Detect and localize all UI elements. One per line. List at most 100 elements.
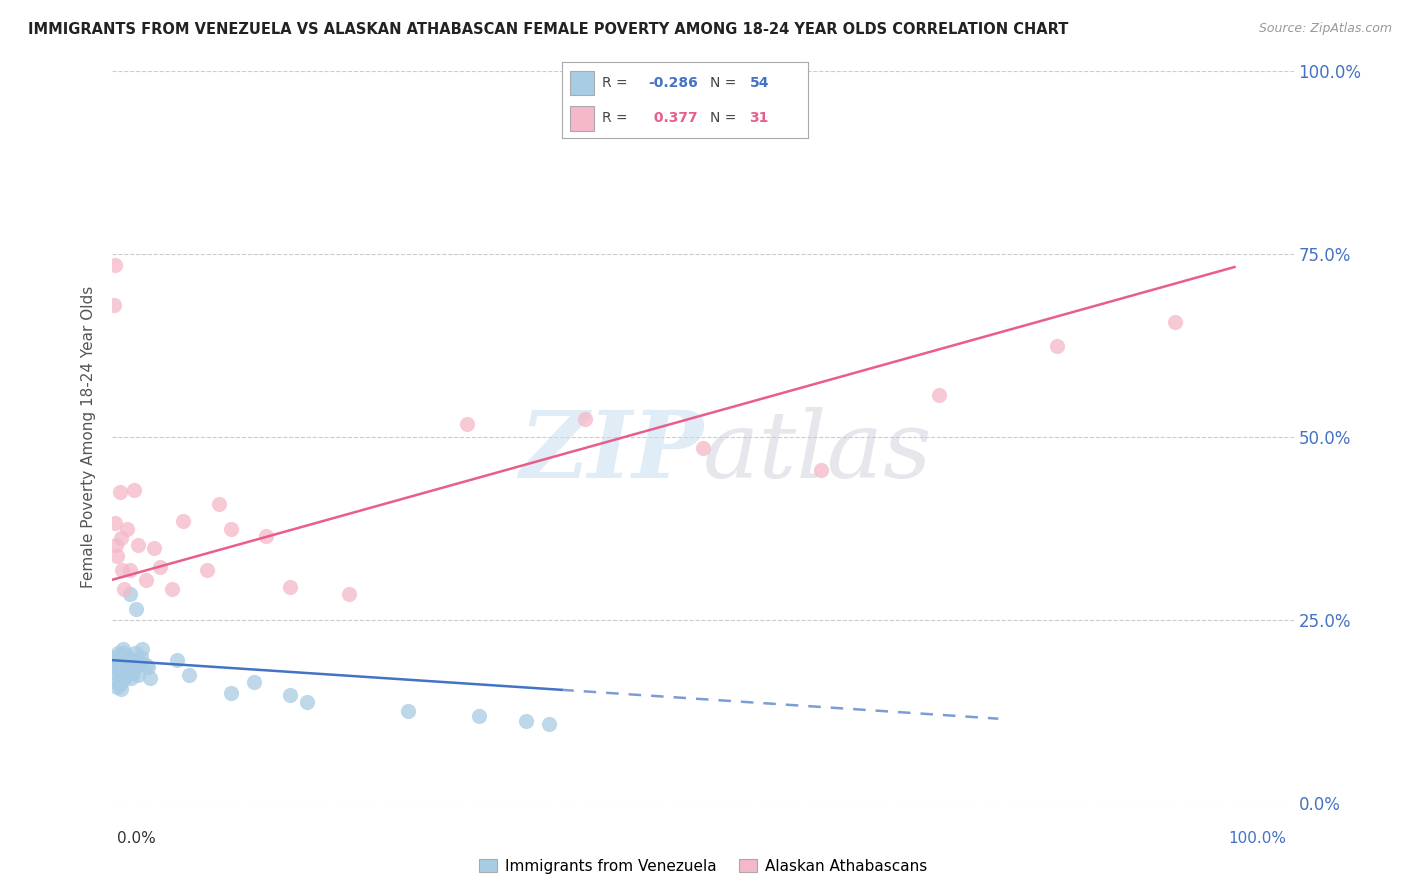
Point (112, 673, 135, 687)
Point (125, 602, 148, 616)
Point (125, 653, 148, 667)
Point (114, 653, 136, 667)
Text: ZIP: ZIP (519, 407, 703, 497)
Text: 100.0%: 100.0% (1229, 831, 1286, 846)
Point (122, 483, 145, 497)
Point (111, 667, 134, 681)
Bar (569, 106, 595, 130)
Text: Source: ZipAtlas.com: Source: ZipAtlas.com (1258, 22, 1392, 36)
Point (115, 657, 138, 671)
Point (105, 649, 128, 664)
Point (243, 675, 266, 690)
Point (105, 538, 128, 552)
Point (112, 658, 135, 673)
Point (103, 660, 125, 674)
Text: atlas: atlas (703, 407, 932, 497)
Point (127, 658, 149, 673)
Point (219, 686, 242, 700)
Point (112, 646, 135, 660)
Point (105, 549, 128, 563)
Point (467, 709, 489, 723)
Point (142, 541, 165, 556)
Point (515, 714, 537, 728)
Point (118, 660, 141, 674)
Text: 0.0%: 0.0% (117, 831, 156, 846)
Text: 54: 54 (749, 76, 769, 90)
Point (135, 573, 157, 587)
Point (124, 646, 146, 660)
Point (179, 667, 201, 681)
Point (128, 656, 150, 670)
Point (810, 463, 832, 477)
Point (160, 582, 183, 597)
Point (254, 529, 277, 543)
Point (107, 646, 129, 660)
Point (120, 563, 142, 577)
Point (108, 663, 131, 677)
Text: R =: R = (602, 111, 631, 125)
Point (1164, 314, 1187, 328)
Point (112, 670, 135, 684)
Point (120, 587, 142, 601)
Point (297, 695, 319, 709)
Point (396, 705, 419, 719)
Text: -0.286: -0.286 (648, 76, 699, 90)
Point (219, 521, 242, 535)
Point (456, 417, 478, 431)
Point (108, 677, 131, 691)
Point (115, 665, 138, 680)
Point (107, 667, 129, 681)
Point (105, 680, 128, 694)
Point (112, 658, 135, 673)
Text: N =: N = (710, 76, 741, 90)
Point (136, 660, 159, 674)
Point (111, 653, 134, 667)
Text: 0.377: 0.377 (648, 111, 697, 125)
Point (195, 563, 218, 577)
Point (928, 387, 950, 401)
Point (121, 665, 143, 680)
Point (112, 582, 135, 597)
Text: 31: 31 (749, 111, 769, 125)
Point (127, 667, 149, 681)
Point (110, 670, 132, 684)
Y-axis label: Female Poverty Among 18-24 Year Olds: Female Poverty Among 18-24 Year Olds (80, 286, 96, 588)
Point (129, 649, 152, 664)
Point (1046, 338, 1069, 352)
Point (122, 660, 145, 674)
Point (120, 656, 142, 670)
Point (172, 514, 194, 528)
Point (105, 657, 128, 671)
Point (104, 653, 127, 667)
Point (692, 441, 714, 455)
Point (104, 258, 127, 272)
Point (103, 298, 125, 312)
Text: R =: R = (602, 76, 631, 90)
Point (110, 653, 132, 667)
Bar (569, 70, 595, 95)
Point (166, 653, 188, 667)
Text: IMMIGRANTS FROM VENEZUELA VS ALASKAN ATHABASCAN FEMALE POVERTY AMONG 18-24 YEAR : IMMIGRANTS FROM VENEZUELA VS ALASKAN ATH… (28, 22, 1069, 37)
Text: N =: N = (710, 111, 741, 125)
Point (114, 665, 136, 680)
Point (110, 531, 132, 545)
Point (337, 587, 360, 601)
Point (111, 563, 134, 577)
Point (278, 580, 301, 594)
Point (108, 664, 131, 678)
Point (112, 642, 135, 657)
Point (115, 521, 138, 535)
Point (574, 412, 596, 426)
Point (127, 538, 149, 552)
Point (131, 642, 153, 657)
Point (149, 560, 172, 574)
Point (278, 688, 301, 702)
Point (108, 485, 131, 500)
Point (105, 675, 128, 690)
Point (120, 672, 142, 686)
Point (208, 497, 231, 511)
Point (110, 682, 132, 697)
Point (139, 672, 162, 686)
Point (117, 649, 139, 664)
Point (104, 516, 127, 531)
